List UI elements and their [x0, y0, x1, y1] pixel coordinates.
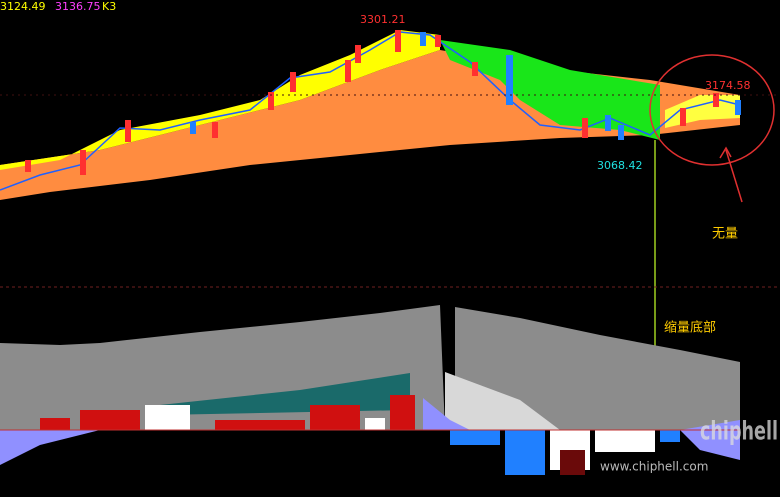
bar [40, 418, 70, 430]
candle [680, 108, 686, 126]
candle [80, 150, 86, 175]
candle [345, 60, 351, 82]
candle [212, 122, 218, 138]
highlight-circle [649, 54, 775, 166]
candle [506, 55, 513, 105]
bar [450, 430, 500, 445]
bar [560, 450, 585, 475]
candle [355, 45, 361, 63]
candle [605, 115, 611, 131]
watermark-url: www.chiphell.com [600, 460, 708, 474]
bar [145, 405, 190, 430]
candle [735, 100, 741, 115]
bar [505, 430, 545, 475]
yellow-band [0, 30, 440, 170]
candle [713, 93, 719, 107]
candle [395, 30, 401, 52]
candle [618, 125, 624, 140]
candle [435, 35, 441, 47]
bar [595, 430, 655, 452]
candle [268, 92, 274, 110]
candle [25, 160, 31, 172]
red-arrow [725, 149, 743, 203]
ma2-label: 3136.75 [55, 0, 101, 13]
candle [420, 32, 426, 46]
indicator-label: K3 [102, 0, 116, 13]
lavender-area-mid [423, 398, 470, 430]
candle [190, 122, 196, 134]
bar [390, 395, 415, 430]
shrinking-bottom-note: 缩量底部 [664, 320, 716, 336]
bar [310, 405, 360, 430]
bar [215, 420, 305, 430]
teal-band [160, 373, 410, 415]
candle [472, 62, 478, 76]
candle [125, 120, 131, 142]
recent-high-label: 3174.58 [705, 79, 751, 92]
ma1-label: 3124.49 [0, 0, 46, 13]
histogram [40, 395, 680, 475]
high-label: 3301.21 [360, 13, 406, 26]
bar [660, 430, 680, 442]
candle [290, 72, 296, 92]
bar [80, 410, 140, 430]
light-area [445, 372, 560, 430]
red-arrow-head [719, 146, 732, 159]
candle [582, 118, 588, 138]
low-label: 3068.42 [597, 159, 643, 172]
watermark-logo: chiphell [700, 417, 778, 447]
lavender-area-left [0, 430, 100, 465]
no-volume-note: 无量 [712, 227, 738, 242]
bar [365, 418, 385, 430]
candles [25, 30, 741, 175]
gray-volume-right [455, 307, 740, 430]
